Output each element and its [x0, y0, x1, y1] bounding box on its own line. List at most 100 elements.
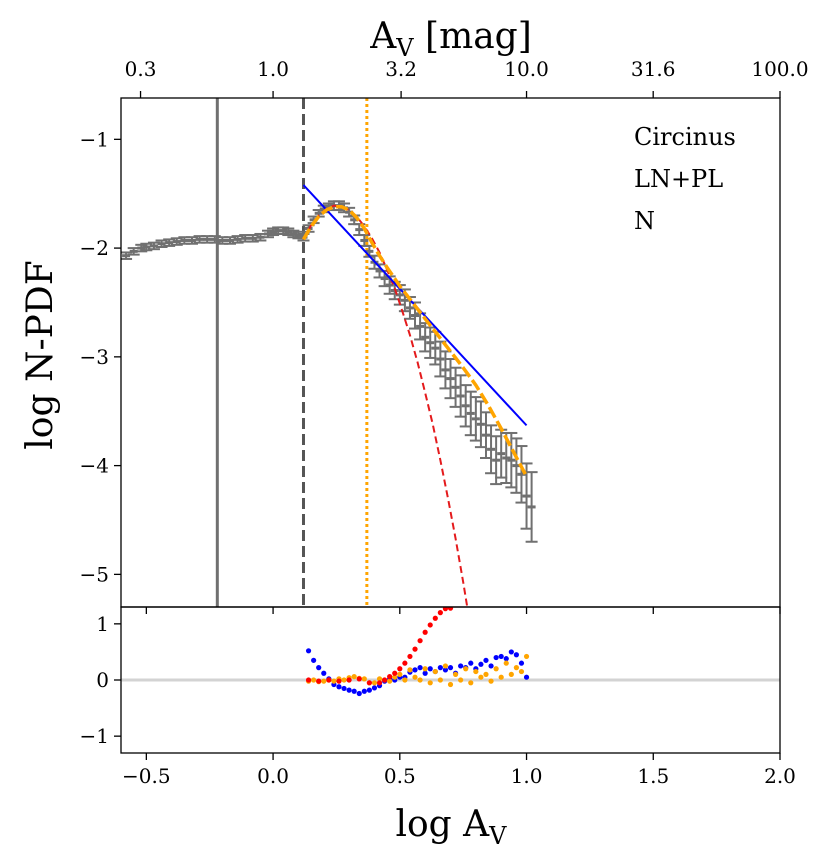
residual-point [442, 607, 449, 612]
residual-point [397, 671, 403, 677]
observed-point [121, 251, 133, 260]
residual-point [483, 657, 489, 663]
residual-point [432, 615, 438, 621]
residual-point [331, 678, 337, 684]
top-axis: 0.3 1.0 3.2 10.0 31.6 100.0 [125, 57, 809, 98]
residual-point [387, 674, 393, 680]
residual-plot-area [121, 607, 780, 697]
residual-point [508, 649, 514, 655]
residual-y-tick-label: 1 [96, 612, 109, 636]
residual-point [387, 678, 393, 684]
residual-point [447, 681, 454, 688]
residual-point [427, 666, 433, 672]
residual-point [498, 653, 504, 660]
residual-point [305, 677, 312, 683]
residual-point [422, 629, 428, 635]
residual-point [361, 676, 367, 682]
residual-point [336, 678, 342, 684]
x-tick-label: 0.5 [384, 764, 416, 788]
residual-panel: 1 0 −1 −0.5 0.0 0.5 1.0 1.5 2.0 [80, 606, 796, 788]
residual-series-pl-residual [305, 648, 530, 697]
residual-point [442, 663, 449, 669]
residual-point [351, 688, 357, 694]
residual-point [473, 668, 479, 675]
residual-point [366, 680, 372, 686]
residual-point [326, 677, 332, 683]
observed-point [454, 374, 467, 418]
residual-y-tick-label: −1 [80, 724, 109, 748]
residual-point [407, 667, 413, 673]
main-y-tick-label: −4 [80, 454, 109, 478]
residual-point [523, 674, 530, 680]
residual-y-tick-label: 0 [96, 668, 109, 692]
top-tick-label: 0.3 [125, 57, 157, 81]
residual-point [341, 677, 347, 683]
residual-point [356, 676, 362, 682]
observed-point [208, 235, 221, 244]
residual-x-ticks: −0.5 0.0 0.5 1.0 1.5 2.0 [122, 753, 796, 788]
observed-point [223, 236, 236, 245]
observed-point [163, 238, 176, 247]
residual-point [376, 680, 383, 686]
residual-point [503, 660, 509, 666]
top-tick-label: 3.2 [385, 57, 417, 81]
observed-point [449, 366, 462, 408]
residual-point [447, 607, 454, 611]
observed-point [155, 239, 168, 249]
x-axis-title: log AV [395, 804, 507, 850]
main-y-tick-label: −5 [80, 562, 109, 586]
main-y-tick-label: −2 [80, 236, 109, 260]
top-tick-label: 31.6 [631, 57, 676, 81]
residual-point [402, 660, 408, 666]
residual-point [427, 680, 433, 686]
observed-point [292, 230, 305, 240]
residual-point [305, 648, 312, 654]
observed-point [185, 236, 198, 245]
residual-point [341, 685, 347, 692]
residual-point [503, 656, 509, 662]
top-axis-title: AV [mag] [369, 16, 532, 62]
residual-point [452, 671, 459, 677]
observed-point [231, 235, 244, 244]
residual-point [442, 667, 449, 673]
residual-point [376, 676, 383, 682]
residual-point [478, 674, 484, 680]
observed-point [254, 232, 267, 242]
residual-point [392, 674, 398, 680]
residual-point [366, 687, 372, 693]
residual-point [518, 660, 525, 666]
residual-point [458, 663, 464, 669]
y-axis-title: log N-PDF [20, 260, 61, 449]
observed-point [140, 242, 153, 252]
residual-point [437, 677, 443, 683]
residual-point [321, 670, 327, 676]
residual-point [523, 653, 530, 660]
residual-point [316, 665, 322, 671]
residual-point [346, 677, 352, 683]
residual-point [437, 665, 443, 671]
top-tick-label: 100.0 [751, 57, 808, 81]
residual-point [316, 678, 322, 684]
top-tick-label: 10.0 [504, 57, 549, 81]
observed-point [444, 358, 457, 400]
annotation-region: Circinus [634, 123, 736, 151]
residual-point [417, 677, 423, 683]
residual-point [488, 678, 494, 684]
observed-point [170, 237, 183, 246]
residual-point [392, 670, 398, 676]
residual-point [382, 677, 388, 683]
residual-series-ln-residual [305, 607, 454, 686]
x-tick-label: 0.0 [257, 764, 289, 788]
residual-point [437, 610, 443, 616]
residual-point [371, 685, 378, 691]
residual-point [417, 665, 423, 671]
residual-point [513, 652, 520, 658]
top-tick-label: 1.0 [257, 57, 289, 81]
x-tick-label: −0.5 [122, 764, 171, 788]
observed-point [246, 234, 259, 243]
residual-point [311, 677, 317, 683]
annotation-model: LN+PL [634, 165, 723, 193]
observed-point [485, 424, 498, 475]
residual-point [518, 668, 525, 675]
residual-point [417, 638, 423, 644]
